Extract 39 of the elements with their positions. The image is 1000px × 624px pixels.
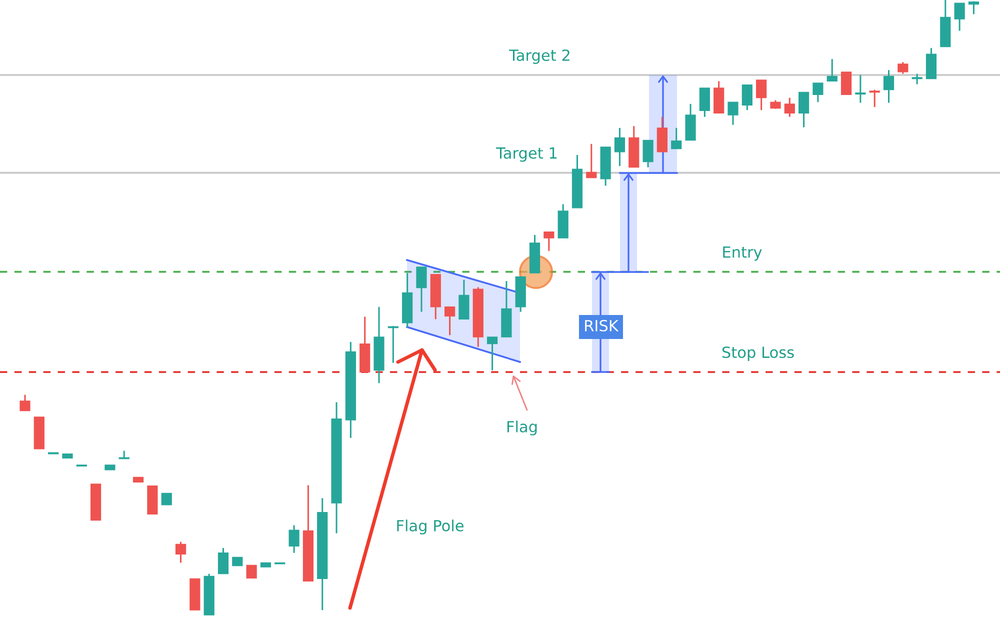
ref-line-label: Stop Loss — [722, 346, 794, 362]
candlestick — [388, 325, 398, 364]
candlestick — [175, 541, 186, 564]
candlestick — [458, 279, 470, 320]
candlestick — [784, 97, 795, 118]
candlestick — [444, 306, 456, 336]
candlestick — [671, 127, 682, 150]
candlestick — [20, 394, 30, 412]
candlestick — [544, 231, 554, 252]
candlestick — [486, 336, 498, 371]
candlestick — [954, 2, 965, 32]
candlestick — [883, 69, 894, 104]
candlestick — [728, 101, 738, 126]
candlestick — [246, 564, 257, 578]
candlestick — [898, 61, 908, 75]
annotation: RISK — [585, 320, 619, 332]
candlestick — [161, 492, 172, 506]
candlestick — [840, 72, 852, 96]
candlestick — [642, 139, 654, 168]
annotation: Flag — [507, 420, 537, 436]
candlestick — [912, 73, 922, 86]
candlestick — [742, 84, 752, 111]
candlestick — [869, 89, 880, 108]
ref-line-label: Target 1 — [496, 147, 557, 162]
candlestick — [756, 79, 767, 111]
ref-line-label: Entry — [723, 246, 762, 261]
candlestick — [798, 91, 810, 128]
candlestick — [812, 82, 824, 103]
candlestick — [855, 74, 866, 104]
candlestick — [586, 143, 597, 178]
annotation: Flag Pole — [397, 520, 464, 534]
ref-line-label: Target 2 — [509, 49, 570, 64]
candlestick — [288, 524, 300, 554]
candlestick — [826, 58, 838, 82]
candlestick — [614, 127, 626, 167]
candlestick — [968, 0, 980, 15]
candlestick — [699, 87, 710, 118]
candlestick — [218, 547, 229, 575]
candlestick — [416, 266, 427, 313]
